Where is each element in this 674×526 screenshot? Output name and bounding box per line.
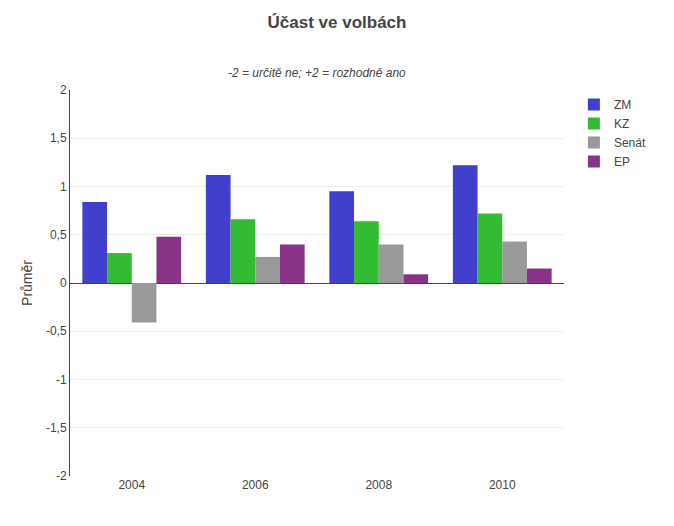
svg-text:2008: 2008 <box>365 478 392 492</box>
svg-text:2: 2 <box>60 83 67 97</box>
svg-text:Průměr: Průměr <box>19 260 35 306</box>
svg-text:2006: 2006 <box>242 478 269 492</box>
svg-text:-2: -2 <box>56 469 67 483</box>
svg-text:2010: 2010 <box>489 478 516 492</box>
svg-text:1,5: 1,5 <box>50 131 67 145</box>
svg-text:-1,5: -1,5 <box>46 421 67 435</box>
svg-text:KZ: KZ <box>614 117 629 131</box>
svg-text:-0,5: -0,5 <box>46 324 67 338</box>
svg-text:1: 1 <box>60 180 67 194</box>
svg-text:0,5: 0,5 <box>50 228 67 242</box>
svg-text:-2 = určitě ne; +2 = rozhodně: -2 = určitě ne; +2 = rozhodně ano <box>228 66 406 80</box>
svg-text:ZM: ZM <box>614 98 631 112</box>
svg-text:Senát: Senát <box>614 136 646 150</box>
svg-text:0: 0 <box>60 276 67 290</box>
svg-text:Účast ve volbách: Účast ve volbách <box>268 13 407 32</box>
svg-text:EP: EP <box>614 155 630 169</box>
svg-text:-1: -1 <box>56 373 67 387</box>
svg-text:2004: 2004 <box>118 478 145 492</box>
